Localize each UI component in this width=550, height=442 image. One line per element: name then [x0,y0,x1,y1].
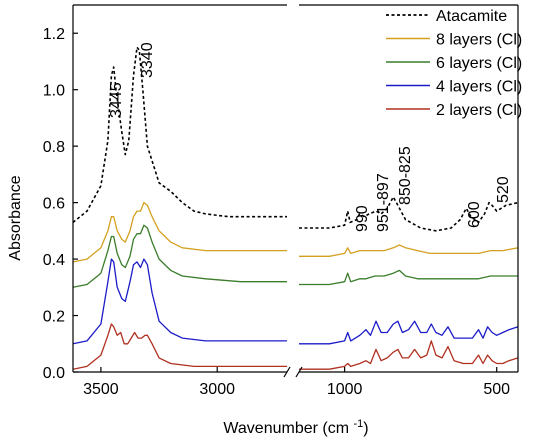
y-tick-label: 1.2 [43,26,65,43]
series-line-atacamite-low [299,196,519,232]
axis-break-mark [295,366,303,378]
series-line-6-layers-cl-low [299,269,518,286]
series-line-6-layers-cl-high [72,224,287,288]
x-tick-labels: 3500 3000 1000 500 [83,367,510,398]
y-tick-label: 1.0 [43,83,65,100]
y-tick-labels: 0.0 0.2 0.4 0.6 0.8 1.0 1.2 [43,26,78,382]
y-tick-label: 0.0 [43,365,65,382]
x-tick-label: 1000 [327,381,363,398]
series-line-4-layers-cl-high [72,258,287,345]
legend-label: 8 layers (Cl) [436,32,522,49]
legend-label: 4 layers (Cl) [436,79,522,96]
y-tick-label: 0.2 [43,309,65,326]
y-tick-label: 0.8 [43,139,65,156]
plot-frame [72,4,519,378]
series-line-2-layers-cl-low [299,340,519,370]
peak-label-850-825: 850-825 [397,146,414,205]
x-tick-label: 3000 [199,381,235,398]
series-layer [72,46,519,370]
series-line-8-layers-cl-high [72,201,287,263]
peak-label-520: 520 [495,176,512,203]
legend-label: 6 layers (Cl) [436,55,522,72]
peak-label-600: 600 [466,201,483,228]
peak-annotations: 3445 3340 990 951-897 850-825 600 520 [108,42,512,232]
x-tick-label: 3500 [83,381,119,398]
legend-label: 2 layers (Cl) [436,102,522,119]
peak-label-3340: 3340 [139,42,156,78]
legend: Atacamite 8 layers (Cl) 6 layers (Cl) 4 lay… [386,8,522,119]
series-line-2-layers-cl-high [72,323,287,370]
peak-label-951-897: 951-897 [375,173,392,232]
y-axis-label: Absorbance [7,175,24,260]
series-line-8-layers-cl-low [299,244,519,257]
peak-label-3445: 3445 [108,82,125,118]
series-line-4-layers-cl-low [299,320,519,345]
legend-label: Atacamite [436,8,507,25]
y-tick-label: 0.4 [43,252,65,269]
x-tick-label: 500 [483,381,510,398]
x-axis-label: Wavenumber (cm -1) [223,418,368,437]
axis-break-mark [283,366,291,378]
y-tick-label: 0.6 [43,196,65,213]
series-line-atacamite-high [72,46,287,224]
peak-label-990: 990 [354,205,371,232]
